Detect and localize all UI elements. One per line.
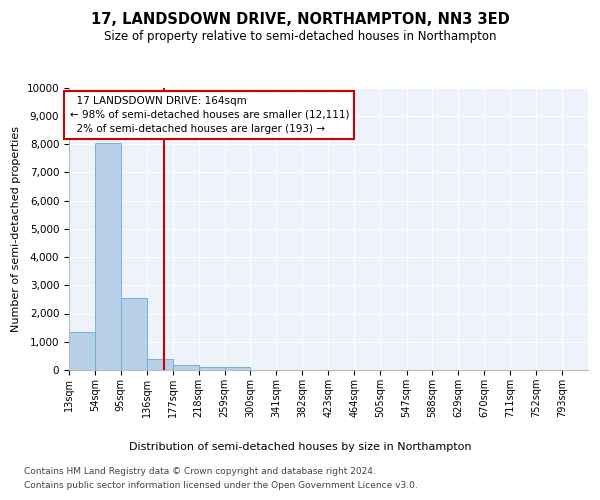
Bar bbox=[69, 332, 95, 370]
Bar bbox=[121, 298, 147, 370]
Y-axis label: Number of semi-detached properties: Number of semi-detached properties bbox=[11, 126, 21, 332]
Bar bbox=[173, 365, 199, 370]
Text: Contains HM Land Registry data © Crown copyright and database right 2024.: Contains HM Land Registry data © Crown c… bbox=[24, 468, 376, 476]
Text: 17, LANDSDOWN DRIVE, NORTHAMPTON, NN3 3ED: 17, LANDSDOWN DRIVE, NORTHAMPTON, NN3 3E… bbox=[91, 12, 509, 28]
Text: Distribution of semi-detached houses by size in Northampton: Distribution of semi-detached houses by … bbox=[129, 442, 471, 452]
Bar bbox=[224, 367, 250, 370]
Text: Contains public sector information licensed under the Open Government Licence v3: Contains public sector information licen… bbox=[24, 481, 418, 490]
Text: Size of property relative to semi-detached houses in Northampton: Size of property relative to semi-detach… bbox=[104, 30, 496, 43]
Bar bbox=[147, 358, 173, 370]
Text: 17 LANDSDOWN DRIVE: 164sqm
← 98% of semi-detached houses are smaller (12,111)
  : 17 LANDSDOWN DRIVE: 164sqm ← 98% of semi… bbox=[70, 96, 349, 134]
Bar bbox=[95, 142, 121, 370]
Bar bbox=[199, 367, 224, 370]
